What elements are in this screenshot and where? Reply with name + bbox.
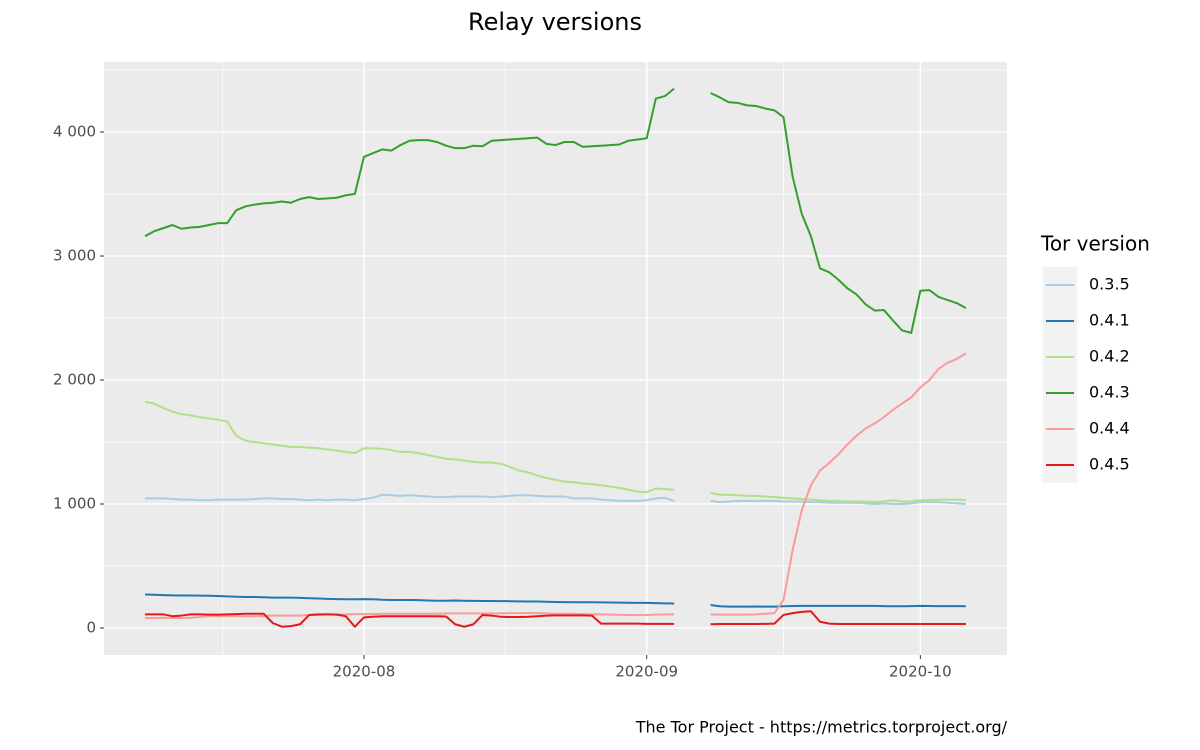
series-line	[145, 352, 967, 620]
series-line	[145, 593, 966, 608]
legend-label: 0.3.5	[1089, 275, 1130, 294]
x-tick-label: 2020-08	[333, 663, 396, 681]
series-line	[144, 400, 967, 504]
y-tick-label: 1 000	[53, 494, 96, 512]
chart-title: Relay versions	[468, 8, 642, 36]
series-line	[145, 493, 967, 505]
x-tick-label: 2020-10	[889, 663, 952, 681]
legend: 0.3.5 0.4.1 0.4.2 0.4.3 0.4.4 0.4.5	[1043, 267, 1130, 483]
y-tick-label: 0	[86, 618, 96, 636]
plot-panel	[104, 62, 1007, 655]
caption: The Tor Project - https://metrics.torpro…	[635, 718, 1008, 737]
y-tick-label: 3 000	[53, 247, 96, 265]
legend-label: 0.4.4	[1089, 419, 1130, 438]
legend-label: 0.4.3	[1089, 383, 1130, 402]
series-line	[144, 87, 967, 334]
series-line	[145, 610, 966, 628]
grid	[100, 62, 1007, 659]
lines	[144, 87, 967, 628]
y-tick-label: 2 000	[53, 371, 96, 389]
y-tick-label: 4 000	[53, 123, 96, 141]
legend-title: Tor version	[1040, 232, 1150, 256]
legend-label: 0.4.5	[1089, 455, 1130, 474]
legend-label: 0.4.2	[1089, 347, 1130, 366]
legend-label: 0.4.1	[1089, 311, 1130, 330]
x-tick-label: 2020-09	[615, 663, 678, 681]
